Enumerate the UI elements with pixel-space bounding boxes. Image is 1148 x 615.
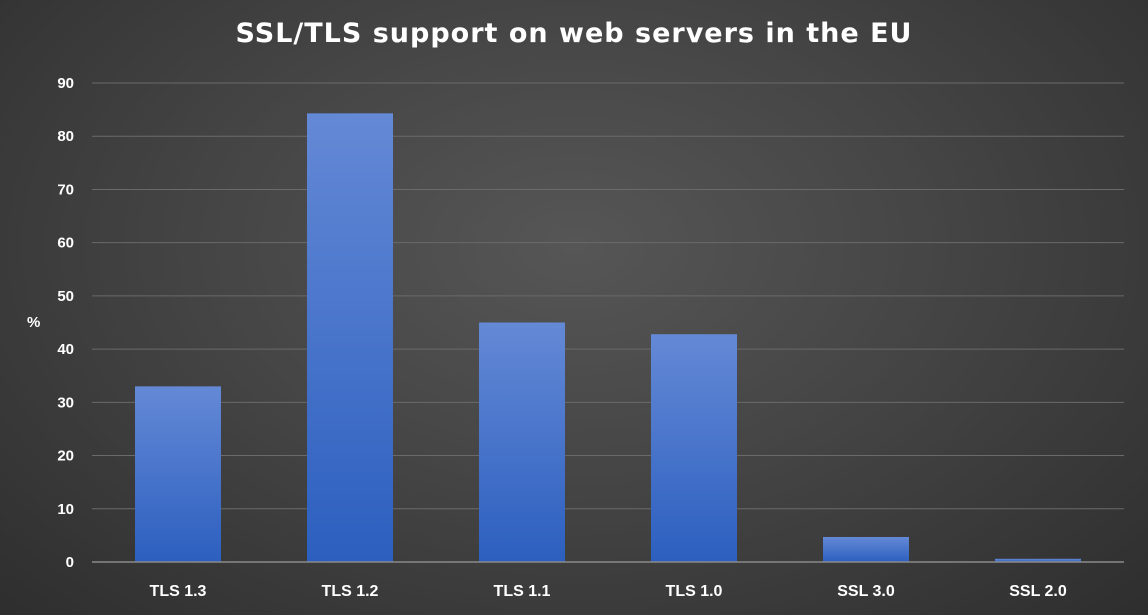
- x-tick-label: TLS 1.3: [150, 583, 207, 600]
- y-tick-label: 90: [57, 75, 74, 92]
- y-tick-label: 80: [57, 128, 74, 145]
- bar-tls-1-3: [135, 386, 221, 562]
- y-tick-label: 50: [57, 288, 74, 305]
- y-tick-label: 70: [57, 181, 74, 198]
- y-tick-label: 30: [57, 394, 74, 411]
- y-tick-label: 40: [57, 341, 74, 358]
- x-tick-label: SSL 2.0: [1009, 583, 1067, 600]
- y-axis-label: %: [27, 314, 41, 331]
- bar-tls-1-1: [479, 322, 565, 562]
- bar-ssl-2-0: [995, 558, 1081, 562]
- x-tick-label: TLS 1.0: [666, 583, 723, 600]
- x-tick-label: TLS 1.1: [494, 583, 551, 600]
- y-tick-label: 20: [57, 448, 74, 465]
- bar-ssl-3-0: [823, 536, 909, 562]
- y-tick-label: 10: [57, 501, 74, 518]
- y-tick-label: 60: [57, 235, 74, 252]
- chart-title: SSL/TLS support on web servers in the EU: [235, 18, 913, 49]
- bar-tls-1-2: [307, 113, 393, 562]
- bar-tls-1-0: [651, 334, 737, 562]
- x-tick-label: SSL 3.0: [837, 583, 895, 600]
- y-tick-label: 0: [66, 554, 74, 571]
- x-tick-label: TLS 1.2: [322, 583, 379, 600]
